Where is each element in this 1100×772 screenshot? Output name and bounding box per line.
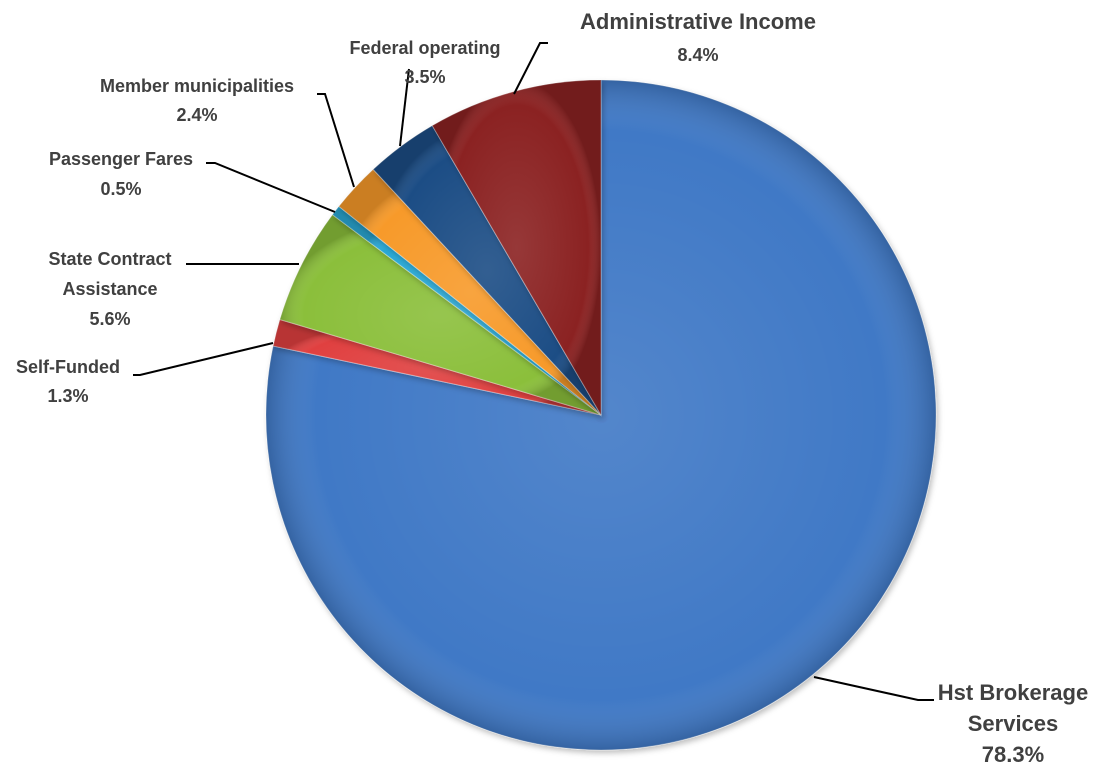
- leader-line-federal-operating: [399, 68, 410, 147]
- slice-value-administrative-income: 8.4%: [677, 45, 718, 65]
- leader-line-member-municipalities: [317, 93, 355, 188]
- slice-label-hst-brokerage-line1: Hst Brokerage: [938, 680, 1088, 705]
- slice-label-member-municipalities: Member municipalities: [100, 76, 294, 96]
- slice-label-administrative-income: Administrative Income: [580, 9, 816, 34]
- slice-label-federal-operating: Federal operating: [349, 38, 500, 58]
- pie-slices: [265, 79, 937, 751]
- slice-label-passenger-fares: Passenger Fares: [49, 149, 193, 169]
- pie-slice-shading-administrative-income: [432, 80, 601, 415]
- leader-line-administrative-income: [513, 42, 548, 95]
- slice-value-federal-operating: 3.5%: [404, 67, 445, 87]
- slice-value-passenger-fares: 0.5%: [100, 179, 141, 199]
- leader-line-hst-brokerage: [813, 676, 934, 701]
- pie-slice-shading-passenger-fares: [332, 206, 601, 415]
- slice-value-hst-brokerage: 78.3%: [982, 742, 1044, 767]
- slice-label-state-contract-line2: Assistance: [62, 279, 157, 299]
- leader-line-self-funded: [133, 342, 274, 376]
- pie-slice-shading-state-contract-assistance: [279, 214, 601, 415]
- slice-labels: Hst Brokerage Services 78.3% Self-Funded…: [16, 9, 1088, 767]
- slice-label-hst-brokerage-line2: Services: [968, 711, 1059, 736]
- slice-value-self-funded: 1.3%: [47, 386, 88, 406]
- pie-slice-shading-federal-operating: [373, 125, 601, 415]
- slice-label-state-contract-line1: State Contract: [48, 249, 171, 269]
- leader-lines: [133, 42, 934, 701]
- slice-label-self-funded: Self-Funded: [16, 357, 120, 377]
- leader-line-passenger-fares: [206, 162, 336, 213]
- slice-value-state-contract: 5.6%: [89, 309, 130, 329]
- slice-value-member-municipalities: 2.4%: [176, 105, 217, 125]
- pie-slice-shading-member-municipalities: [338, 169, 601, 415]
